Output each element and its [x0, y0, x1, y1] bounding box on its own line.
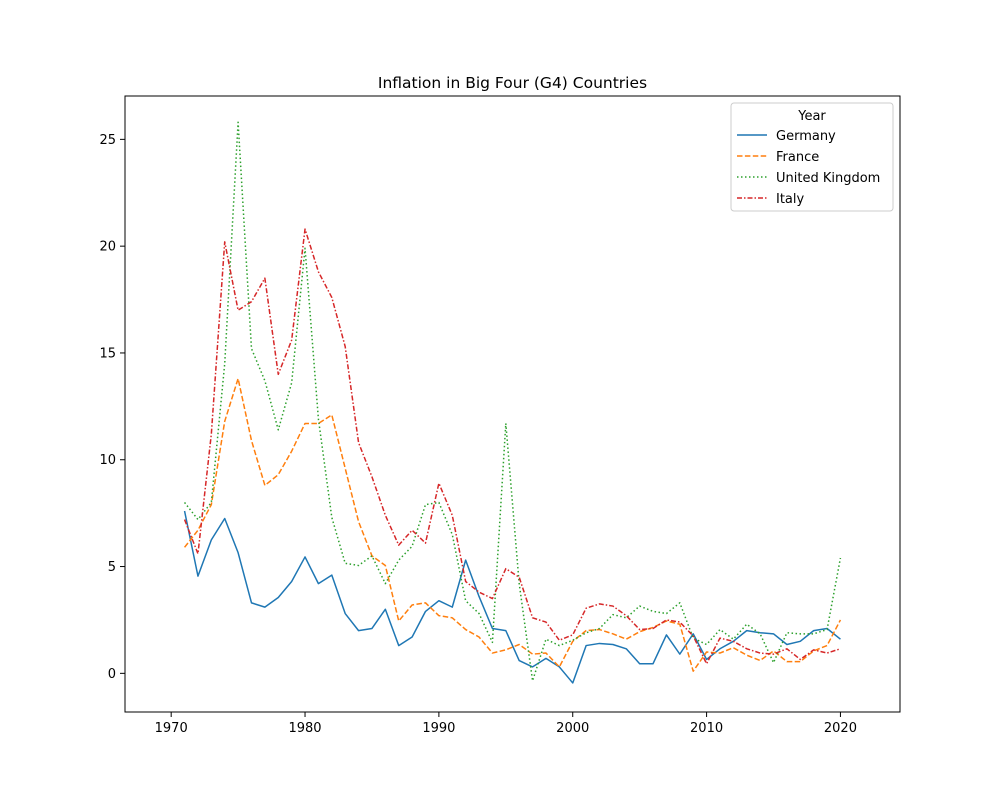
x-tick-label: 2020 — [824, 721, 857, 736]
series-line-germany — [183, 510, 841, 684]
chart-title: Inflation in Big Four (G4) Countries — [378, 74, 647, 92]
series-layer — [183, 121, 842, 684]
legend-label: United Kingdom — [776, 171, 880, 186]
y-tick-label: 15 — [99, 346, 116, 361]
y-tick-label: 0 — [108, 667, 116, 682]
x-tick-label: 1970 — [155, 721, 188, 736]
x-tick-label: 2010 — [690, 721, 723, 736]
y-tick-label: 20 — [99, 240, 116, 255]
legend-label: Germany — [776, 129, 836, 144]
legend-label: Italy — [776, 192, 805, 207]
y-axis-ticks: 0 5 10 15 20 25 — [99, 133, 125, 682]
legend-title: Year — [797, 109, 826, 124]
plot-frame — [124, 95, 901, 713]
series-line-france — [183, 377, 842, 672]
legend-label: France — [776, 150, 819, 165]
legend: Year Germany France United Kingdom Italy — [730, 102, 894, 212]
x-tick-label: 2000 — [556, 721, 589, 736]
y-tick-label: 5 — [108, 560, 116, 575]
series-line-italy — [183, 228, 841, 665]
y-tick-label: 10 — [99, 453, 116, 468]
series-line-united-kingdom — [183, 121, 842, 682]
x-tick-label: 1980 — [288, 721, 321, 736]
legend-box — [730, 102, 894, 212]
y-tick-label: 25 — [99, 133, 116, 148]
x-tick-label: 1990 — [422, 721, 455, 736]
x-axis-ticks: 1970 1980 1990 2000 2010 2020 — [155, 712, 857, 736]
